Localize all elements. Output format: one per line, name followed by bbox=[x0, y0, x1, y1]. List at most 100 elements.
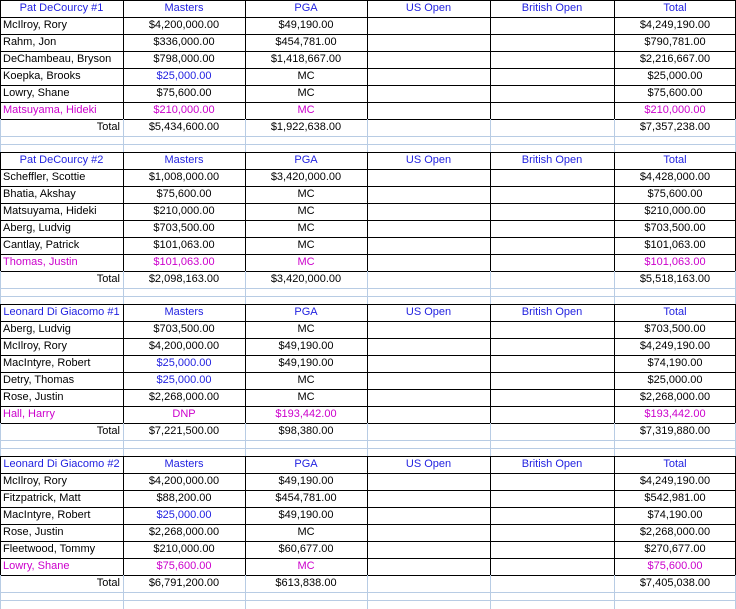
us-open-cell[interactable] bbox=[367, 541, 490, 558]
masters-cell[interactable]: $210,000.00 bbox=[153, 104, 215, 116]
total-cell[interactable]: $4,249,190.00 bbox=[639, 340, 711, 352]
player-name[interactable]: Lowry, Shane bbox=[3, 87, 70, 99]
player-name[interactable]: Hall, Harry bbox=[3, 408, 55, 420]
total-total-cell[interactable]: $7,357,238.00 bbox=[639, 121, 711, 133]
total-us-open-cell[interactable] bbox=[367, 575, 490, 592]
pga-cell[interactable]: $454,781.00 bbox=[275, 36, 337, 48]
masters-cell[interactable]: $4,200,000.00 bbox=[148, 475, 220, 487]
british-open-cell[interactable] bbox=[490, 389, 614, 406]
total-british-open-cell[interactable] bbox=[490, 119, 614, 136]
total-cell[interactable]: $4,249,190.00 bbox=[639, 475, 711, 487]
british-open-cell[interactable] bbox=[490, 169, 614, 186]
masters-cell[interactable]: $210,000.00 bbox=[153, 205, 215, 217]
total-total-cell[interactable]: $7,319,880.00 bbox=[639, 425, 711, 437]
total-cell[interactable]: $75,600.00 bbox=[647, 188, 703, 200]
total-british-open-cell[interactable] bbox=[490, 423, 614, 440]
british-open-cell[interactable] bbox=[490, 186, 614, 203]
british-open-cell[interactable] bbox=[490, 102, 614, 119]
us-open-cell[interactable] bbox=[367, 34, 490, 51]
us-open-cell[interactable] bbox=[367, 321, 490, 338]
total-cell[interactable]: $74,190.00 bbox=[647, 509, 703, 521]
us-open-cell[interactable] bbox=[367, 490, 490, 507]
pga-cell[interactable]: MC bbox=[297, 323, 315, 335]
total-us-open-cell[interactable] bbox=[367, 119, 490, 136]
british-open-cell[interactable] bbox=[490, 237, 614, 254]
total-cell[interactable]: $101,063.00 bbox=[644, 256, 706, 268]
total-label[interactable]: Total bbox=[96, 121, 120, 133]
player-name[interactable]: Fleetwood, Tommy bbox=[3, 543, 96, 555]
team-name[interactable]: Leonard Di Giacomo #2 bbox=[3, 458, 120, 470]
column-header-british-open[interactable]: British Open bbox=[521, 306, 583, 318]
column-header-pga[interactable]: PGA bbox=[294, 458, 318, 470]
player-name[interactable]: Lowry, Shane bbox=[3, 560, 70, 572]
total-cell[interactable]: $210,000.00 bbox=[644, 104, 706, 116]
total-pga-cell[interactable]: $98,380.00 bbox=[278, 425, 334, 437]
masters-cell[interactable]: $4,200,000.00 bbox=[148, 19, 220, 31]
column-header-british-open[interactable]: British Open bbox=[521, 2, 583, 14]
masters-cell[interactable]: $798,000.00 bbox=[153, 53, 215, 65]
masters-cell[interactable]: $336,000.00 bbox=[153, 36, 215, 48]
player-name[interactable]: Aberg, Ludvig bbox=[3, 323, 71, 335]
british-open-cell[interactable] bbox=[490, 490, 614, 507]
masters-cell[interactable]: $88,200.00 bbox=[156, 492, 212, 504]
pga-cell[interactable]: $49,190.00 bbox=[278, 357, 334, 369]
pga-cell[interactable]: $193,442.00 bbox=[275, 408, 337, 420]
pga-cell[interactable]: MC bbox=[297, 526, 315, 538]
team-name[interactable]: Pat DeCourcy #2 bbox=[19, 154, 104, 166]
total-label[interactable]: Total bbox=[96, 577, 120, 589]
pga-cell[interactable]: $60,677.00 bbox=[278, 543, 334, 555]
british-open-cell[interactable] bbox=[490, 68, 614, 85]
british-open-cell[interactable] bbox=[490, 51, 614, 68]
british-open-cell[interactable] bbox=[490, 34, 614, 51]
masters-cell[interactable]: DNP bbox=[172, 408, 196, 420]
pga-cell[interactable]: $454,781.00 bbox=[275, 492, 337, 504]
us-open-cell[interactable] bbox=[367, 389, 490, 406]
masters-cell[interactable]: $2,268,000.00 bbox=[148, 526, 220, 538]
player-name[interactable]: DeChambeau, Bryson bbox=[3, 53, 112, 65]
total-cell[interactable]: $270,677.00 bbox=[644, 543, 706, 555]
us-open-cell[interactable] bbox=[367, 220, 490, 237]
column-header-pga[interactable]: PGA bbox=[294, 2, 318, 14]
total-pga-cell[interactable]: $613,838.00 bbox=[275, 577, 337, 589]
masters-cell[interactable]: $75,600.00 bbox=[156, 560, 212, 572]
pga-cell[interactable]: MC bbox=[297, 560, 315, 572]
pga-cell[interactable]: MC bbox=[297, 188, 315, 200]
pga-cell[interactable]: MC bbox=[297, 391, 315, 403]
player-name[interactable]: Fitzpatrick, Matt bbox=[3, 492, 81, 504]
british-open-cell[interactable] bbox=[490, 524, 614, 541]
us-open-cell[interactable] bbox=[367, 51, 490, 68]
us-open-cell[interactable] bbox=[367, 85, 490, 102]
total-pga-cell[interactable]: $1,922,638.00 bbox=[270, 121, 342, 133]
pga-cell[interactable]: $49,190.00 bbox=[278, 475, 334, 487]
total-us-open-cell[interactable] bbox=[367, 271, 490, 288]
total-masters-cell[interactable]: $7,221,500.00 bbox=[148, 425, 220, 437]
total-cell[interactable]: $210,000.00 bbox=[644, 205, 706, 217]
masters-cell[interactable]: $703,500.00 bbox=[153, 222, 215, 234]
total-cell[interactable]: $542,981.00 bbox=[644, 492, 706, 504]
total-masters-cell[interactable]: $2,098,163.00 bbox=[148, 273, 220, 285]
total-cell[interactable]: $74,190.00 bbox=[647, 357, 703, 369]
british-open-cell[interactable] bbox=[490, 372, 614, 389]
pga-cell[interactable]: $1,418,667.00 bbox=[270, 53, 342, 65]
us-open-cell[interactable] bbox=[367, 169, 490, 186]
masters-cell[interactable]: $703,500.00 bbox=[153, 323, 215, 335]
column-header-british-open[interactable]: British Open bbox=[521, 458, 583, 470]
total-total-cell[interactable]: $5,518,163.00 bbox=[639, 273, 711, 285]
masters-cell[interactable]: $4,200,000.00 bbox=[148, 340, 220, 352]
column-header-total[interactable]: Total bbox=[663, 154, 687, 166]
pga-cell[interactable]: $49,190.00 bbox=[278, 19, 334, 31]
total-cell[interactable]: $101,063.00 bbox=[644, 239, 706, 251]
team-name[interactable]: Pat DeCourcy #1 bbox=[19, 2, 104, 14]
us-open-cell[interactable] bbox=[367, 372, 490, 389]
player-name[interactable]: Thomas, Justin bbox=[3, 256, 78, 268]
total-masters-cell[interactable]: $6,791,200.00 bbox=[148, 577, 220, 589]
column-header-masters[interactable]: Masters bbox=[164, 306, 204, 318]
masters-cell[interactable]: $25,000.00 bbox=[156, 70, 212, 82]
player-name[interactable]: Rose, Justin bbox=[3, 526, 64, 538]
masters-cell[interactable]: $25,000.00 bbox=[156, 374, 212, 386]
british-open-cell[interactable] bbox=[490, 203, 614, 220]
total-cell[interactable]: $703,500.00 bbox=[644, 323, 706, 335]
pga-cell[interactable]: $49,190.00 bbox=[278, 509, 334, 521]
player-name[interactable]: Rose, Justin bbox=[3, 391, 64, 403]
masters-cell[interactable]: $2,268,000.00 bbox=[148, 391, 220, 403]
